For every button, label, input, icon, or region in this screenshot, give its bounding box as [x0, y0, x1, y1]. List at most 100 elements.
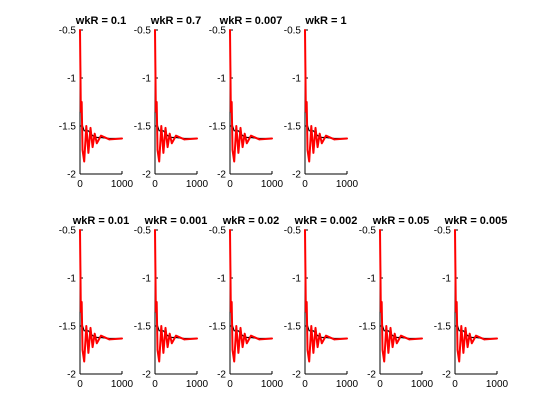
subplot-title: wkR = 0.02 [222, 215, 280, 227]
y-tick-label: -2 [67, 370, 76, 381]
series-line-black [155, 230, 197, 338]
subplot-title: wkR = 0.05 [372, 215, 430, 227]
y-tick-label: -1.5 [284, 322, 302, 333]
subplot-title: wkR = 0.7 [150, 15, 201, 27]
x-tick-label: 0 [377, 379, 383, 390]
y-tick-label: -1.5 [209, 322, 227, 333]
y-tick-label: -1.5 [134, 322, 152, 333]
y-tick-label: -0.5 [134, 26, 152, 37]
x-tick-label: 1000 [186, 379, 209, 390]
series-line-black [80, 30, 122, 138]
y-tick-label: -0.5 [59, 26, 77, 37]
y-tick-label: -2 [442, 370, 451, 381]
subplot-4: -0.5 -1 -1.5 -20 1000 wkR = 1 [284, 15, 359, 190]
x-tick-label: 1000 [261, 179, 284, 190]
y-tick-label: -2 [142, 370, 151, 381]
y-tick-label: -1.5 [434, 322, 452, 333]
series-line-red [230, 230, 272, 362]
y-tick-label: -0.5 [284, 26, 302, 37]
x-tick-label: 0 [227, 379, 233, 390]
subplot-title: wkR = 0.001 [144, 215, 208, 227]
y-tick-label: -1 [142, 74, 151, 85]
y-tick-label: -0.5 [209, 26, 227, 37]
y-tick-label: -1 [67, 74, 76, 85]
x-tick-label: 1000 [111, 179, 134, 190]
series-line-black [230, 30, 272, 138]
series-line-red [380, 230, 422, 362]
y-tick-label: -0.5 [209, 226, 227, 237]
x-tick-label: 0 [302, 179, 308, 190]
subplot-title: wkR = 0.002 [294, 215, 358, 227]
subplot-1: -0.5 -1 -1.5 -20 1000 wkR = 0.1 [59, 15, 134, 190]
series-line-red [455, 230, 497, 362]
x-tick-label: 1000 [486, 379, 509, 390]
y-tick-label: -2 [292, 370, 301, 381]
x-tick-label: 1000 [336, 179, 359, 190]
subplot-8: -0.5 -1 -1.5 -20 1000 wkR = 0.002 [284, 215, 359, 390]
series-line-red [230, 30, 272, 162]
series-line-black [80, 230, 122, 338]
y-tick-label: -0.5 [359, 226, 377, 237]
y-tick-label: -2 [292, 170, 301, 181]
subplot-10: -0.5 -1 -1.5 -20 1000 wkR = 0.005 [434, 215, 509, 390]
subplot-title: wkR = 1 [304, 15, 346, 27]
y-tick-label: -1 [442, 274, 451, 285]
y-tick-label: -1 [367, 274, 376, 285]
y-tick-label: -2 [217, 170, 226, 181]
series-line-red [80, 30, 122, 162]
x-tick-label: 0 [152, 179, 158, 190]
subplot-9: -0.5 -1 -1.5 -20 1000 wkR = 0.05 [359, 215, 434, 390]
series-line-red [155, 30, 197, 162]
subplot-title: wkR = 0.1 [75, 15, 126, 27]
x-tick-label: 0 [77, 179, 83, 190]
y-tick-label: -1 [292, 274, 301, 285]
y-tick-label: -1 [217, 74, 226, 85]
subplot-2: -0.5 -1 -1.5 -20 1000 wkR = 0.7 [134, 15, 209, 190]
series-line-red [305, 230, 347, 362]
series-line-black [305, 30, 347, 138]
x-tick-label: 0 [77, 379, 83, 390]
y-tick-label: -2 [142, 170, 151, 181]
x-tick-label: 0 [452, 379, 458, 390]
y-tick-label: -1 [217, 274, 226, 285]
series-line-black [155, 30, 197, 138]
x-tick-label: 1000 [336, 379, 359, 390]
subplot-3: -0.5 -1 -1.5 -20 1000 wkR = 0.007 [209, 15, 284, 190]
subplot-title: wkR = 0.005 [444, 215, 508, 227]
y-tick-label: -2 [217, 370, 226, 381]
series-line-black [230, 230, 272, 338]
y-tick-label: -1.5 [134, 122, 152, 133]
x-tick-label: 1000 [261, 379, 284, 390]
x-tick-label: 1000 [186, 179, 209, 190]
series-line-red [155, 230, 197, 362]
series-line-red [305, 30, 347, 162]
y-tick-label: -1.5 [59, 322, 77, 333]
y-tick-label: -2 [67, 170, 76, 181]
series-line-black [380, 230, 422, 338]
series-line-red [80, 230, 122, 362]
subplot-title: wkR = 0.007 [219, 15, 283, 27]
series-line-black [455, 230, 497, 338]
x-tick-label: 0 [227, 179, 233, 190]
series-line-black [305, 230, 347, 338]
y-tick-label: -0.5 [59, 226, 77, 237]
x-tick-label: 1000 [111, 379, 134, 390]
y-tick-label: -0.5 [134, 226, 152, 237]
y-tick-label: -1 [67, 274, 76, 285]
y-tick-label: -2 [367, 370, 376, 381]
y-tick-label: -0.5 [284, 226, 302, 237]
y-tick-label: -1.5 [359, 322, 377, 333]
y-tick-label: -0.5 [434, 226, 452, 237]
subplot-6: -0.5 -1 -1.5 -20 1000 wkR = 0.001 [134, 215, 209, 390]
x-tick-label: 1000 [411, 379, 434, 390]
y-tick-label: -1.5 [209, 122, 227, 133]
y-tick-label: -1 [292, 74, 301, 85]
subplot-title: wkR = 0.01 [72, 215, 130, 227]
y-tick-label: -1.5 [284, 122, 302, 133]
subplot-7: -0.5 -1 -1.5 -20 1000 wkR = 0.02 [209, 215, 284, 390]
subplot-5: -0.5 -1 -1.5 -20 1000 wkR = 0.01 [59, 215, 134, 390]
y-tick-label: -1 [142, 274, 151, 285]
x-tick-label: 0 [152, 379, 158, 390]
x-tick-label: 0 [302, 379, 308, 390]
